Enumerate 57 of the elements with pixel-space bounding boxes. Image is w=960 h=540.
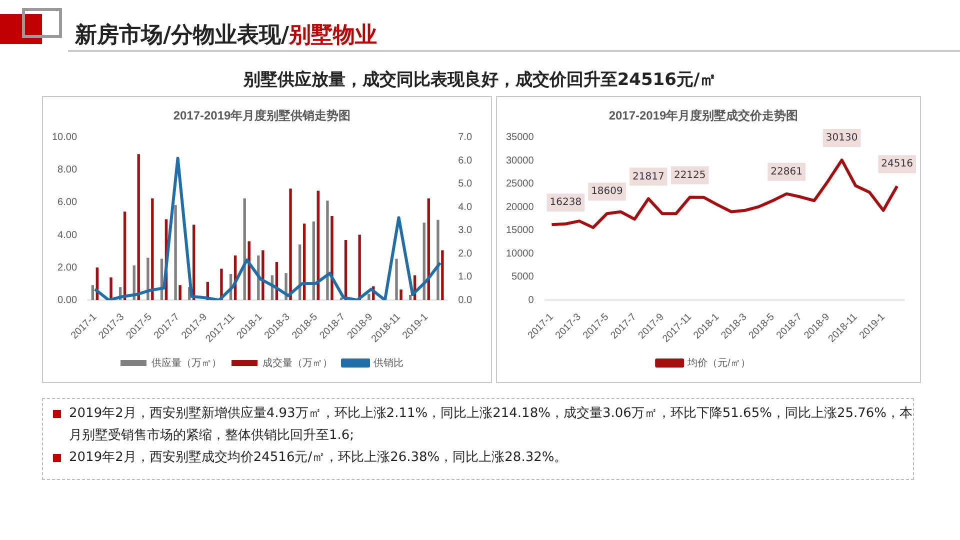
bar [248, 241, 250, 300]
legend-label: 供应量（万㎡） [152, 356, 222, 369]
chart-title: 2017-2019年月度别墅供销走势图 [173, 108, 351, 123]
legend-label: 成交量（万㎡） [262, 356, 332, 369]
y-tick-label: 2.00 [58, 262, 78, 274]
y-tick-label: 35000 [506, 132, 534, 144]
text: 2019年2月，西安别墅新增供应量4.93万㎡，环比上涨2.11%，同比上涨214.18%，成交量3.06万㎡，环比下降51.65%，同比上涨25.76%，本月别墅受销售市场的紧缩，整体供销比回升至1.6; [68, 405, 913, 445]
y-tick-label: 15000 [506, 225, 534, 236]
bar [368, 294, 370, 300]
bar [326, 200, 329, 300]
bar [358, 234, 361, 300]
legend-label: 均价（元/㎡） [686, 356, 750, 369]
y2-tick-label: 6.0 [458, 155, 472, 166]
bar [408, 295, 412, 300]
y-tick-label: 4.00 [58, 230, 78, 241]
text: 2019年2月，西安别墅成交均价24516元/㎡，环比上涨26.38%，同比上涨28.32%。 [68, 449, 568, 467]
bar [137, 154, 140, 300]
text: 新房市场/分物业表现/别墅物业 [75, 22, 378, 50]
y-tick-label: 5000 [512, 272, 534, 283]
y-tick-label: 0.00 [58, 294, 78, 306]
text: 别墅供应放量，成交同比表现良好，成交价回升至24516元/㎡ [242, 69, 718, 91]
y2-tick-label: 3.0 [458, 225, 472, 236]
bar [123, 212, 126, 300]
data-label: 24516 [881, 158, 913, 170]
bar [436, 220, 440, 300]
y2-tick-label: 1.0 [458, 272, 472, 283]
bar [330, 216, 334, 300]
bar [289, 188, 292, 300]
bar [395, 258, 398, 300]
bar [178, 285, 182, 300]
data-label: 30130 [826, 132, 858, 144]
bar [400, 290, 402, 300]
y-tick-label: 20000 [506, 202, 534, 213]
y-tick-label: 0 [528, 294, 534, 306]
data-label: 21817 [632, 171, 664, 182]
y-tick-label: 30000 [506, 155, 534, 166]
y-tick-label: 8.00 [58, 164, 78, 176]
bar [441, 250, 444, 300]
y2-tick-label: 7.0 [458, 132, 472, 144]
bar [151, 198, 154, 300]
data-label: 22861 [770, 166, 802, 178]
y-tick-label: 6.00 [58, 197, 78, 208]
bar [91, 285, 94, 300]
y-tick-label: 25000 [506, 178, 534, 190]
chart-title: 2017-2019年月度别墅成交价走势图 [608, 108, 798, 123]
y2-tick-label: 5.0 [458, 178, 472, 190]
legend-label: 供销比 [374, 356, 404, 369]
y2-tick-label: 2.0 [458, 248, 472, 260]
y2-tick-label: 0.0 [458, 294, 472, 306]
y-tick-label: 10000 [506, 248, 534, 260]
data-label: 22125 [674, 170, 706, 181]
data-label: 16238 [550, 197, 582, 208]
y-tick-label: 10.00 [52, 132, 78, 144]
y2-tick-label: 4.0 [458, 202, 472, 213]
data-label: 18609 [591, 186, 623, 198]
bar [146, 258, 150, 300]
bar [174, 205, 177, 300]
